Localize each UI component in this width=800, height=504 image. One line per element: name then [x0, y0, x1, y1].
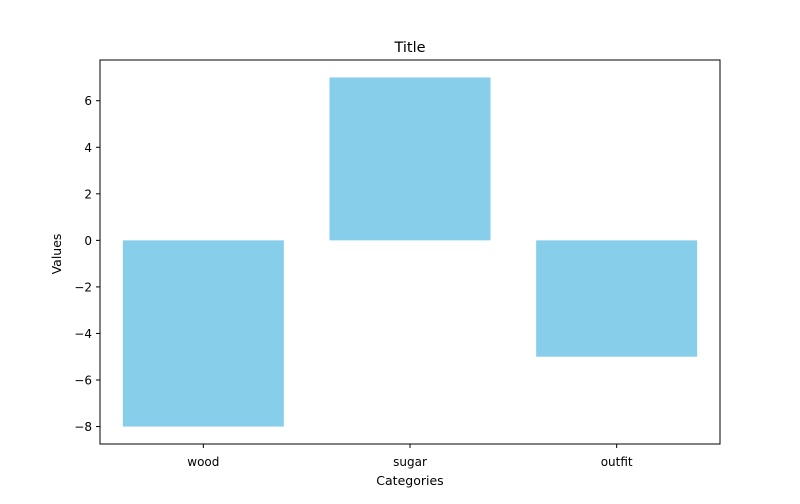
x-axis-label: Categories: [376, 473, 443, 488]
y-tick-label: 4: [84, 141, 92, 155]
x-tick-label: wood: [187, 455, 219, 469]
y-tick-label: 2: [84, 187, 92, 201]
chart-title: Title: [393, 40, 425, 56]
y-tick-label: −2: [74, 280, 92, 294]
y-axis-label: Values: [49, 234, 64, 275]
bar-sugar: [329, 77, 491, 241]
bar-wood: [122, 240, 284, 427]
x-tick-label: sugar: [393, 455, 427, 469]
y-tick-label: 0: [84, 234, 92, 248]
y-tick-label: 6: [84, 94, 92, 108]
plot-area-frame: [99, 59, 721, 445]
bars-layer: [122, 77, 698, 427]
y-tick-label: −4: [74, 327, 92, 341]
x-axis: wood sugar outfit: [187, 444, 633, 469]
bar-outfit: [536, 240, 698, 357]
x-tick-label: outfit: [601, 455, 633, 469]
y-axis: −8 −6 −4 −2 0 2 4 6: [74, 94, 100, 434]
y-tick-label: −8: [74, 420, 92, 434]
y-tick-label: −6: [74, 374, 92, 388]
